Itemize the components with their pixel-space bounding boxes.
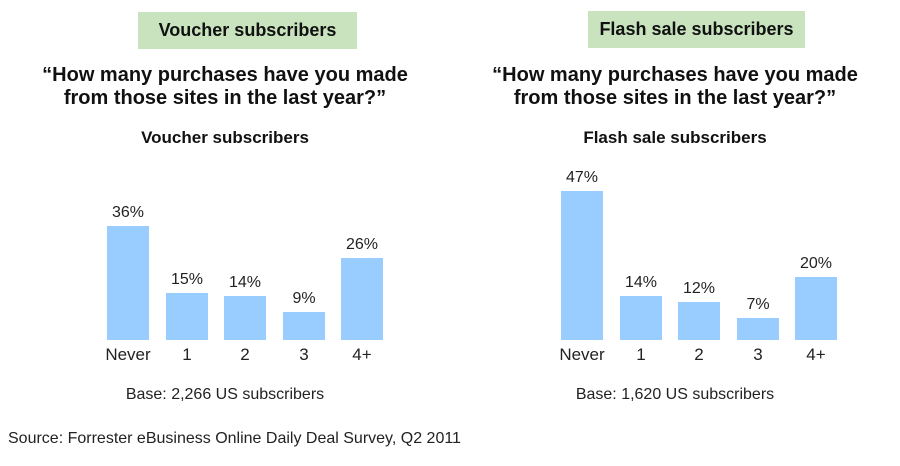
- bar-value-label: 20%: [799, 255, 833, 272]
- panel-tag: Flash sale subscribers: [588, 11, 805, 48]
- category-label: 3: [299, 345, 309, 364]
- question-line-2: from those sites in the last year?”: [63, 87, 387, 109]
- bar-value-label: 14%: [228, 274, 262, 291]
- bar-value-label: 7%: [746, 296, 770, 313]
- base-note: Base: 1,620 US subscribers: [575, 386, 775, 403]
- question-line-1: “How many purchases have you made: [492, 64, 858, 86]
- voucher-panel: Voucher subscribers “How many purchases …: [0, 0, 450, 420]
- bar-value-label: 12%: [682, 280, 716, 297]
- survey-question: “How many purchases have you made from t…: [450, 64, 900, 110]
- category-label: 3: [753, 345, 763, 364]
- bar-value-label: 47%: [565, 169, 599, 186]
- flash-sale-panel: Flash sale subscribers “How many purchas…: [450, 0, 900, 420]
- category-label: 1: [636, 345, 646, 364]
- chart-title: Voucher subscribers: [141, 128, 309, 147]
- bar: [283, 312, 325, 340]
- category-label: Never: [559, 345, 605, 364]
- bar: [620, 296, 662, 340]
- bar: [224, 296, 266, 340]
- bar: [107, 226, 149, 340]
- bar-value-label: 14%: [624, 274, 658, 291]
- bar: [341, 258, 383, 340]
- bar-value-label: 15%: [170, 271, 204, 288]
- bar-value-label: 9%: [292, 290, 316, 307]
- category-label: 4+: [806, 345, 826, 364]
- source-note: Source: Forrester eBusiness Online Daily…: [8, 430, 461, 447]
- category-label: 1: [182, 345, 192, 364]
- bar: [678, 302, 720, 340]
- question-line-2: from those sites in the last year?”: [513, 87, 837, 109]
- base-note: Base: 2,266 US subscribers: [125, 386, 325, 403]
- category-label: Never: [105, 345, 151, 364]
- bar: [737, 318, 779, 340]
- bar: [561, 191, 603, 340]
- category-label: 2: [694, 345, 704, 364]
- bar: [795, 277, 837, 340]
- question-line-1: “How many purchases have you made: [42, 64, 408, 86]
- survey-question: “How many purchases have you made from t…: [0, 64, 450, 110]
- chart-title: Flash sale subscribers: [583, 128, 767, 147]
- bar-value-label: 36%: [111, 204, 145, 221]
- bar: [166, 293, 208, 340]
- panel-tag: Voucher subscribers: [138, 12, 357, 49]
- bar-value-label: 26%: [345, 236, 379, 253]
- category-label: 4+: [352, 345, 372, 364]
- category-label: 2: [240, 345, 250, 364]
